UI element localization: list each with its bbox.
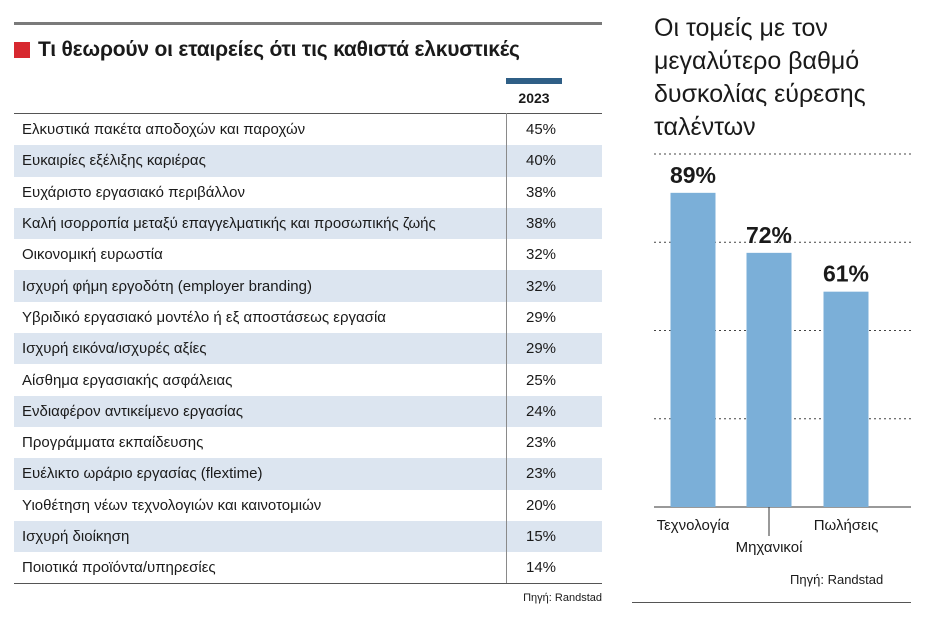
row-label: Ελκυστικά πακέτα αποδοχών και παροχών — [22, 121, 306, 139]
chart-source: Πηγή: Randstad — [790, 572, 884, 587]
bar-3 — [823, 291, 869, 507]
row-label: Υβριδικό εργασιακό μοντέλο ή εξ αποστάσε… — [22, 308, 386, 326]
table-row: Αίσθημα εργασιακής ασφάλειας 25% — [14, 364, 602, 395]
accent-square — [14, 42, 30, 58]
row-label: Καλή ισορροπία μεταξύ επαγγελματικής και… — [22, 215, 436, 233]
table-row: Ισχυρή φήμη εργοδότη (employer branding)… — [14, 270, 602, 302]
row-label: Ευχάριστο εργασιακό περιβάλλον — [22, 183, 245, 201]
bar-value-label: 89% — [670, 162, 716, 188]
row-label: Υιοθέτηση νέων τεχνολογιών και καινοτομι… — [22, 496, 322, 514]
table-row: Υιοθέτηση νέων τεχνολογιών και καινοτομι… — [14, 490, 602, 521]
table-body: Ελκυστικά πακέτα αποδοχών και παροχών 45%… — [14, 113, 602, 583]
bar-value-label: 61% — [823, 261, 869, 287]
table-row: Ενδιαφέρον αντικείμενο εργασίας 24% — [14, 395, 602, 427]
row-label: Ισχυρή εικόνα/ισχυρές αξίες — [22, 340, 207, 358]
table-header: Τι θεωρούν οι εταιρείες ότι τις καθιστά … — [14, 36, 520, 64]
bar-1 — [670, 192, 716, 507]
row-label: Ευκαιρίες εξέλιξης καριέρας — [22, 152, 206, 170]
table-row: Υβριδικό εργασιακό μοντέλο ή εξ αποστάσε… — [14, 302, 602, 333]
table-row: Ποιοτικά προϊόντα/υπηρεσίες 14% — [14, 552, 602, 583]
attractiveness-table-panel: Τι θεωρούν οι εταιρείες ότι τις καθιστά … — [14, 0, 602, 620]
table-row: Ισχυρή εικόνα/ισχυρές αξίες 29% — [14, 333, 602, 365]
row-value: 32% — [525, 246, 557, 264]
row-value: 20% — [525, 496, 557, 514]
category-label: Τεχνολογία — [657, 517, 730, 534]
row-value: 25% — [525, 371, 557, 389]
table-row: Ελκυστικά πακέτα αποδοχών και παροχών 45% — [14, 114, 602, 145]
row-value: 38% — [525, 183, 557, 201]
category-label: Μηχανικοί — [736, 539, 803, 556]
table-row: Καλή ισορροπία μεταξύ επαγγελματικής και… — [14, 207, 602, 240]
row-value: 32% — [525, 277, 557, 295]
year-column-header: 2023 — [518, 90, 550, 106]
row-value: 40% — [525, 152, 557, 170]
bottom-rule — [14, 583, 602, 584]
table-row: Προγράμματα εκπαίδευσης 23% — [14, 427, 602, 458]
table-row: Ευχάριστο εργασιακό περιβάλλον 38% — [14, 177, 602, 208]
bar-chart: 89% Τεχνολογία 72% Μηχανικοί 61% Πωλήσεις — [654, 153, 911, 556]
row-value: 15% — [525, 528, 557, 545]
bar-value-label: 72% — [746, 222, 792, 248]
chart-title: Οι τομείς με τον μεγαλύτερο βαθμό δυσκολ… — [654, 14, 866, 141]
row-label: Οικονομική ευρωστία — [22, 246, 163, 264]
talent-shortage-chart-panel: Οι τομείς με τον μεγαλύτερο βαθμό δυσκολ… — [632, 0, 932, 620]
bar-2 — [746, 252, 792, 507]
row-label: Αίσθημα εργασιακής ασφάλειας — [22, 371, 233, 389]
chart-bottom-rule — [632, 602, 911, 603]
row-value: 38% — [525, 215, 557, 233]
row-value: 23% — [525, 434, 557, 452]
category-label: Πωλήσεις — [814, 517, 879, 534]
row-label: Ισχυρή φήμη εργοδότη (employer branding) — [22, 277, 312, 295]
row-value: 29% — [525, 340, 557, 358]
row-value: 14% — [525, 559, 557, 577]
table-source: Πηγή: Randstad — [523, 592, 602, 604]
row-label: Ισχυρή διοίκηση — [22, 528, 130, 545]
table-row: Ευέλικτο ωράριο εργασίας (flextime) 23% — [14, 458, 602, 490]
year-marker-bar — [506, 78, 562, 84]
row-value: 23% — [525, 465, 557, 483]
row-value: 29% — [525, 308, 557, 326]
table-title: Τι θεωρούν οι εταιρείες ότι τις καθιστά … — [38, 38, 520, 61]
table-row: Οικονομική ευρωστία 32% — [14, 239, 602, 270]
row-label: Ευέλικτο ωράριο εργασίας (flextime) — [22, 465, 263, 483]
row-label: Ενδιαφέρον αντικείμενο εργασίας — [22, 402, 243, 420]
top-rule — [14, 22, 602, 25]
column-divider — [506, 113, 507, 583]
row-value: 45% — [525, 121, 557, 139]
row-value: 24% — [525, 402, 557, 420]
row-label: Ποιοτικά προϊόντα/υπηρεσίες — [22, 559, 216, 577]
table-row: Ευκαιρίες εξέλιξης καριέρας 40% — [14, 145, 602, 177]
row-label: Προγράμματα εκπαίδευσης — [22, 434, 204, 452]
table-row: Ισχυρή διοίκηση 15% — [14, 520, 602, 553]
